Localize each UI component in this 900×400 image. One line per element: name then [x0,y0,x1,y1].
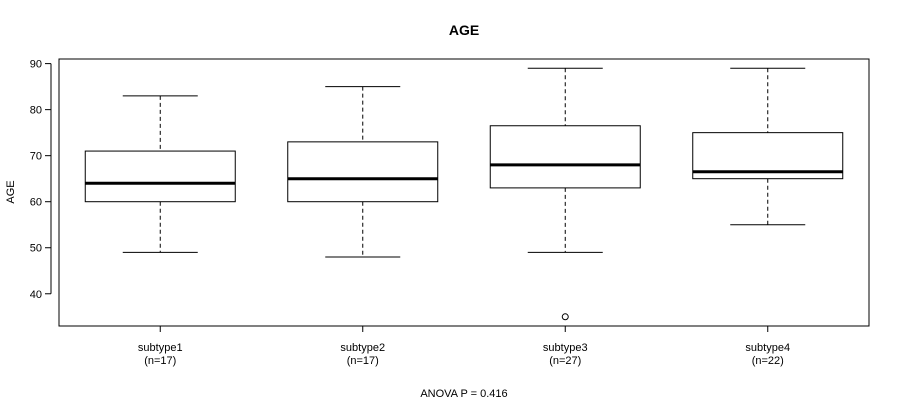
box-subtype2 [287,86,439,258]
category-label: subtype4 [745,342,790,354]
y-tick-label: 40 [30,289,42,301]
category-label: subtype2 [340,342,385,354]
category-label: subtype1 [138,342,183,354]
y-axis: 40 50 60 70 80 90 [30,59,52,301]
y-tick-label: 70 [30,151,42,163]
category-count-label: (n=27) [549,355,581,367]
category-count-label: (n=17) [347,355,379,367]
plot-frame [58,58,870,327]
category-count-label: (n=22) [752,355,784,367]
y-tick-label: 60 [30,197,42,209]
iqr-box [489,125,641,189]
y-axis-label: AGE [5,180,17,203]
box-subtype3 [489,67,641,321]
outlier-point [561,313,569,321]
box-subtype1 [84,95,236,253]
box-subtype4 [692,67,844,226]
category-count-label: (n=17) [144,355,176,367]
anova-footnote: ANOVA P = 0.416 [420,388,507,400]
iqr-box [84,150,236,203]
y-tick-label: 50 [30,243,42,255]
category-label: subtype3 [543,342,588,354]
box-groups [84,67,844,321]
y-tick-label: 80 [30,105,42,117]
iqr-box [287,141,439,203]
chart-title: AGE [449,22,479,38]
y-tick-label: 90 [30,59,42,71]
x-axis-labels: subtype1(n=17)subtype2(n=17)subtype3(n=2… [138,326,790,367]
